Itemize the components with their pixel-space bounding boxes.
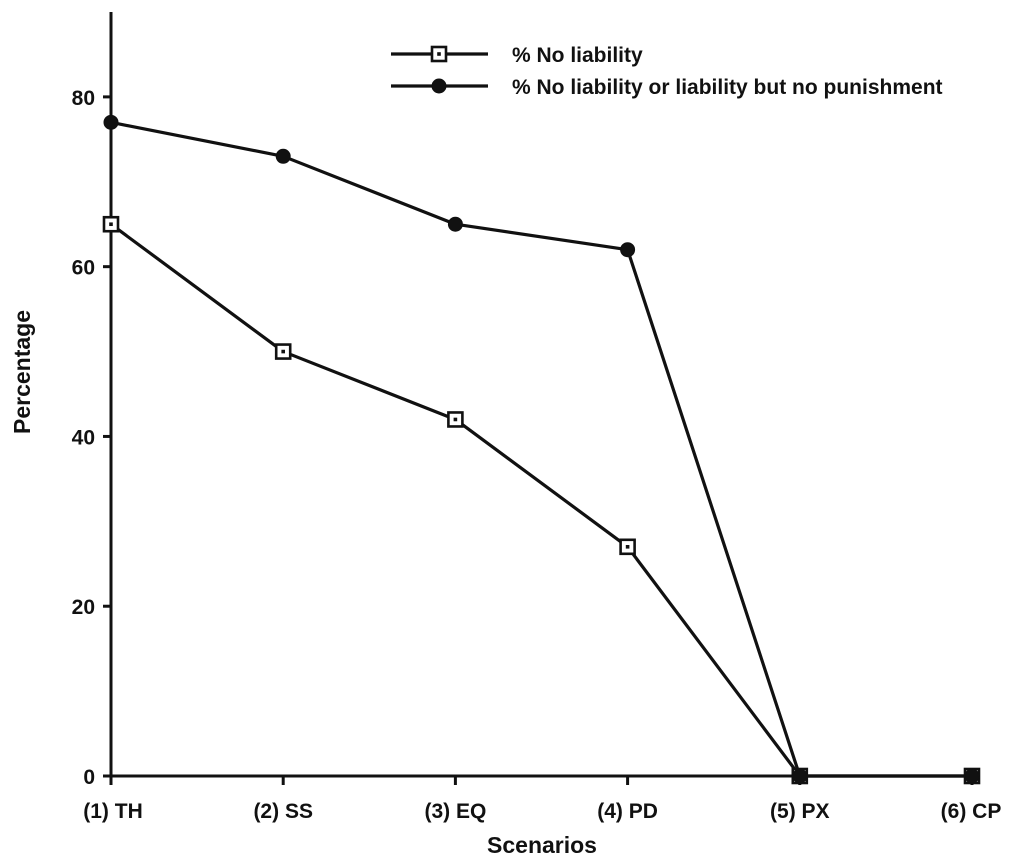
- x-tick-label: (4) PD: [597, 800, 658, 823]
- legend-entry: % No liability: [391, 44, 643, 67]
- x-tick-label: (1) TH: [83, 800, 143, 823]
- legend-marker: [431, 78, 447, 94]
- series-line: [110, 222, 972, 778]
- y-tick-label: 80: [72, 87, 95, 110]
- y-tick-label: 60: [72, 257, 95, 280]
- data-point: [102, 215, 120, 233]
- series-layer: [102, 114, 981, 785]
- x-tick-label: (2) SS: [253, 800, 313, 823]
- data-point: [792, 768, 808, 784]
- data-point: [274, 343, 292, 360]
- series-line: [110, 120, 972, 778]
- series-1: [102, 215, 981, 785]
- y-tick-label: 0: [83, 766, 95, 789]
- x-tick-label: (3) EQ: [424, 800, 486, 823]
- legend: % No liability % No liability or liabilit…: [391, 44, 943, 99]
- data-point: [447, 216, 463, 232]
- data-point: [964, 768, 980, 784]
- x-tick-label: (6) CP: [941, 800, 1002, 823]
- data-point: [447, 411, 464, 428]
- legend-entry: % No liability or liability but no punis…: [391, 76, 943, 99]
- legend-marker: [430, 45, 448, 63]
- legend-label: % No liability or liability but no punis…: [512, 76, 943, 99]
- x-axis-title: Scenarios: [487, 832, 597, 858]
- y-tick-label: 40: [72, 426, 95, 449]
- y-tick-label: 20: [72, 596, 95, 619]
- y-axis-title: Percentage: [9, 310, 35, 434]
- data-point: [620, 242, 636, 258]
- data-point: [275, 148, 291, 164]
- axes: 0 20 40 60 80 (1) TH (2) SS (3) EQ (4) PD (5) PX (…: [72, 12, 1002, 823]
- x-tick-label: (5) PX: [770, 800, 830, 823]
- legend-label: % No liability: [512, 44, 643, 67]
- series-2: [103, 114, 980, 784]
- data-point: [103, 114, 119, 130]
- data-point: [619, 538, 636, 556]
